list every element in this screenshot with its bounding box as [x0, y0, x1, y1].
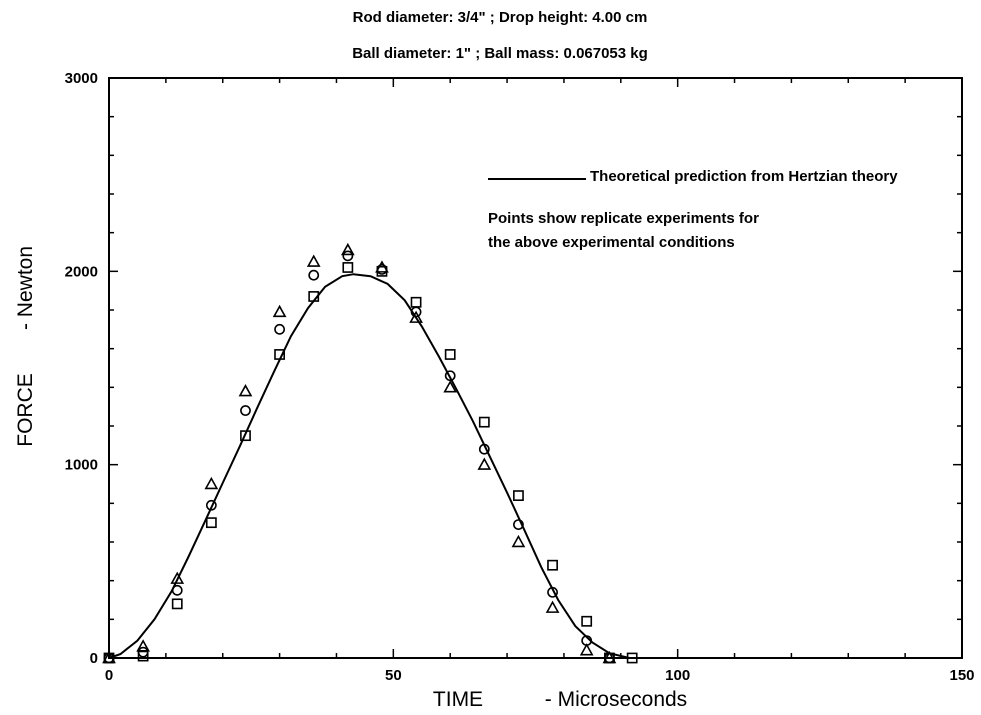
point-square	[581, 615, 593, 627]
y-axis-label: FORCE	[14, 373, 37, 447]
y-tick-label: 2000	[65, 263, 98, 280]
point-square	[604, 652, 615, 664]
point-triangle	[340, 242, 355, 256]
plot-frame	[108, 77, 963, 659]
chart-title-line-2: Ball diameter: 1" ; Ball mass: 0.067053 …	[352, 45, 648, 62]
point-triangle	[306, 254, 321, 267]
point-square	[626, 652, 638, 664]
x-tick-label: 0	[105, 667, 113, 684]
x-axis-label: TIME	[433, 688, 483, 711]
annotation-line-1: Points show replicate experiments for	[488, 210, 759, 227]
point-triangle	[579, 643, 594, 656]
x-tick-label: 100	[665, 667, 690, 684]
x-tick-label: 150	[949, 667, 974, 684]
x-tick-labels: 0 50 100 150	[105, 667, 975, 684]
point-square	[478, 416, 490, 428]
point-triangle	[443, 380, 458, 393]
point-circle	[513, 519, 524, 530]
point-square	[547, 559, 558, 571]
minor-ticks	[108, 77, 963, 659]
point-triangle	[136, 639, 150, 652]
point-circle	[274, 323, 285, 335]
point-circle	[240, 405, 251, 416]
point-triangle	[204, 476, 219, 490]
point-circle	[308, 269, 320, 281]
point-square	[308, 291, 320, 302]
y-tick-label: 0	[90, 650, 98, 667]
y-tick-labels: 0 1000 2000 3000	[65, 70, 98, 667]
point-triangle	[511, 534, 526, 548]
data-points	[102, 242, 638, 664]
point-square	[274, 349, 285, 360]
point-square	[513, 490, 524, 501]
point-circle	[547, 586, 558, 598]
point-triangle	[545, 600, 560, 613]
point-square	[444, 349, 456, 360]
point-square	[103, 652, 115, 664]
annotation-line-2: the above experimental conditions	[488, 234, 735, 251]
theory-curve	[108, 273, 630, 659]
y-tick-label: 3000	[65, 70, 98, 87]
point-square	[171, 598, 183, 610]
point-square	[137, 650, 149, 662]
point-square	[240, 430, 251, 442]
point-triangle	[272, 304, 287, 318]
point-circle	[171, 584, 183, 596]
point-triangle	[409, 310, 423, 323]
y-tick-label: 1000	[65, 457, 98, 474]
point-square	[376, 265, 388, 277]
point-circle	[205, 499, 217, 511]
point-square	[205, 517, 217, 529]
point-square	[342, 262, 354, 273]
point-circle	[478, 443, 490, 455]
point-triangle	[170, 571, 185, 584]
x-tick-label: 50	[385, 667, 402, 684]
chart-title-line-1: Rod diameter: 3/4" ; Drop height: 4.00 c…	[353, 9, 648, 26]
point-circle	[342, 250, 354, 262]
point-triangle	[477, 457, 492, 470]
x-axis-unit: - Microseconds	[545, 688, 687, 711]
point-square	[410, 296, 422, 308]
legend-line-label: Theoretical prediction from Hertzian the…	[590, 168, 898, 185]
y-axis-unit: - Newton	[14, 246, 37, 330]
point-triangle	[238, 384, 253, 397]
